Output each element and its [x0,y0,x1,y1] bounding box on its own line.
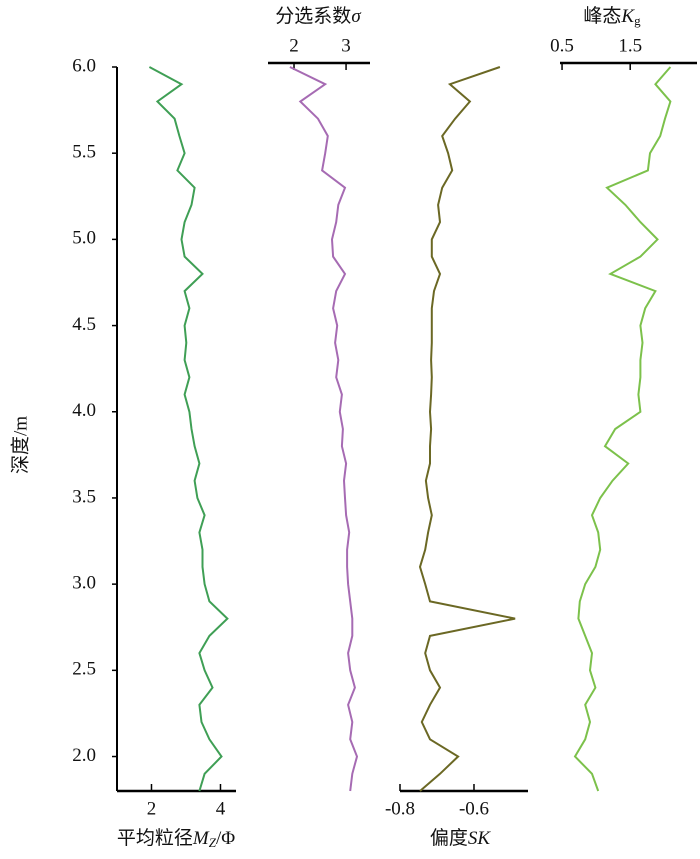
y-tick-label: 5.5 [72,142,96,163]
data-line [289,66,359,792]
x-axis-label: 峰态Kg [583,5,641,28]
y-tick-label: 3.0 [72,573,96,594]
x-tick-label: 2 [147,798,157,819]
data-line [148,66,229,792]
x-axis-label: 分选系数σ [275,5,361,27]
x-tick-label: 3 [341,35,351,56]
x-tick-label: 2 [289,35,299,56]
data-line [418,66,516,792]
y-tick-label: 4.5 [72,314,96,335]
x-axis-label: 偏度SK [430,827,492,849]
y-axis-label: 深度/m [9,416,31,474]
x-tick-label: -0.6 [459,798,489,819]
x-tick-label: -0.8 [385,798,415,819]
y-tick-label: 3.5 [72,486,96,507]
y-tick-label: 2.5 [72,659,96,680]
y-tick-label: 4.0 [72,400,96,421]
x-axis-label: 平均粒径MZ/Φ [117,827,235,850]
x-tick-label: 4 [216,798,226,819]
data-line [573,66,672,792]
y-tick-label: 6.0 [72,55,96,76]
y-tick-label: 2.0 [72,745,96,766]
y-tick-label: 5.0 [72,228,96,249]
x-tick-label: 1.5 [618,35,642,56]
x-tick-label: 0.5 [550,35,574,56]
